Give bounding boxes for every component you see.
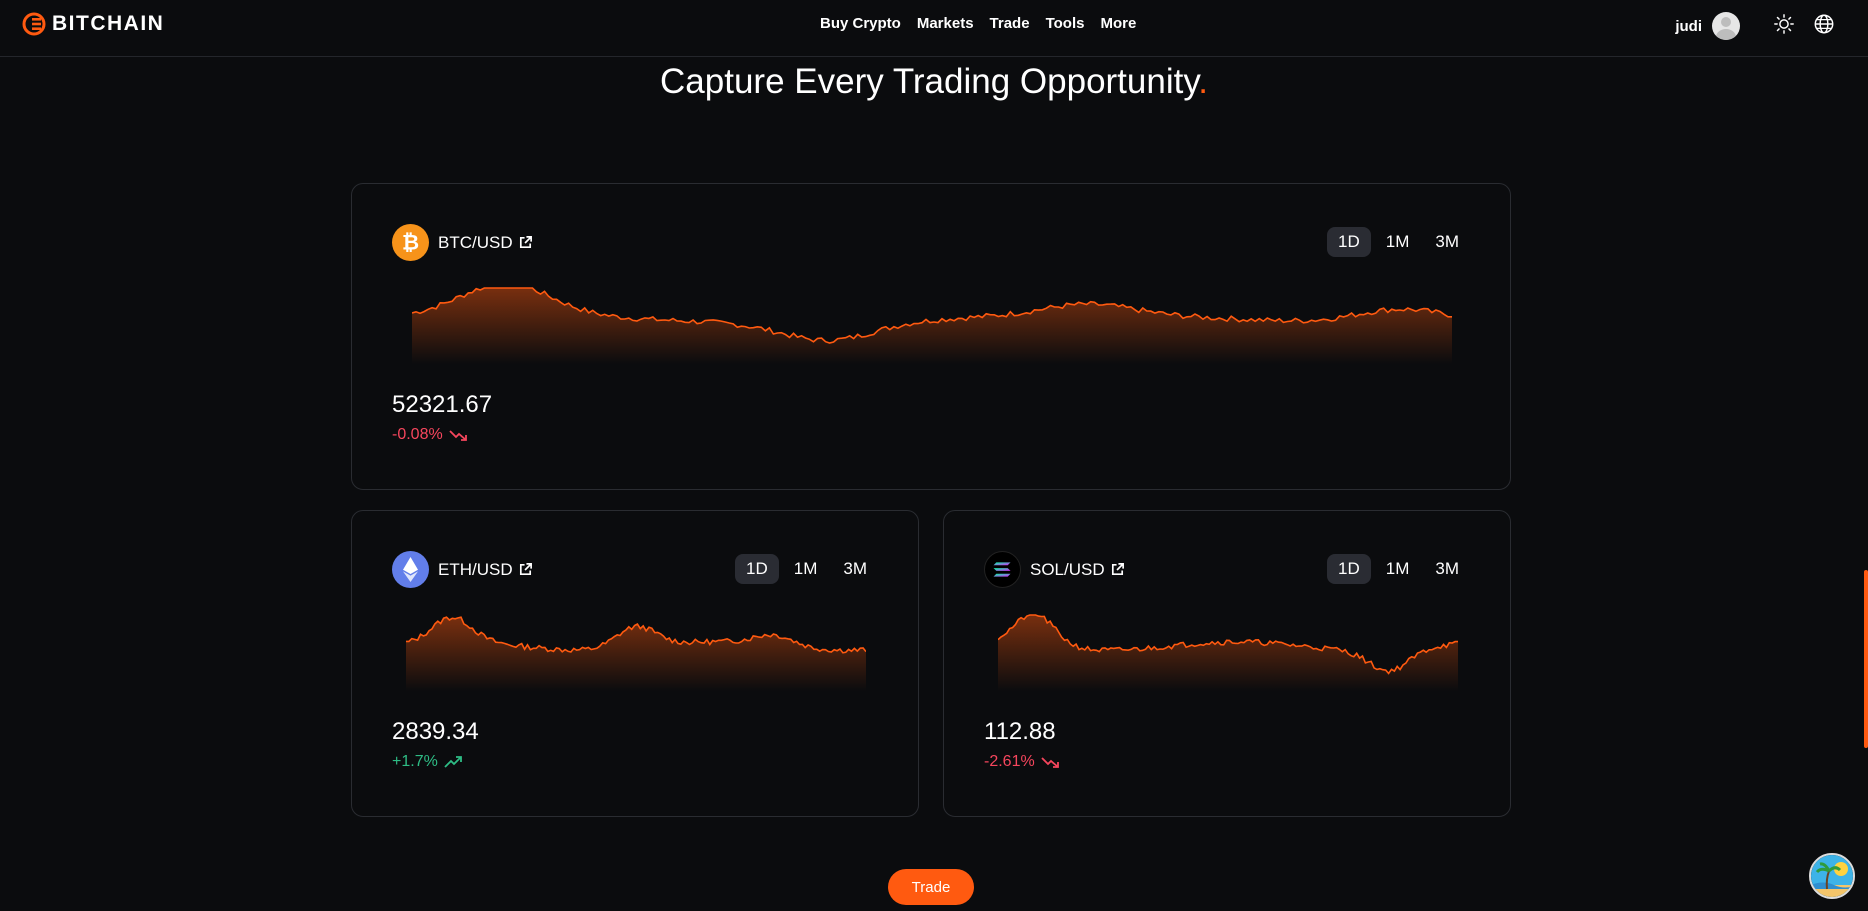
market-change: +1.7% xyxy=(392,753,464,771)
external-link-icon xyxy=(519,563,532,576)
change-value: +1.7% xyxy=(392,753,438,770)
timeframe-1d[interactable]: 1D xyxy=(1327,227,1371,257)
price-sparkline xyxy=(412,287,1452,364)
globe-icon[interactable] xyxy=(1813,13,1835,35)
timeframe-1d[interactable]: 1D xyxy=(1327,554,1371,584)
external-link-icon xyxy=(1111,563,1124,576)
market-header: ₿ BTC/USD xyxy=(392,224,533,261)
solana-icon xyxy=(984,551,1021,588)
page-headline: Capture Every Trading Opportunity. xyxy=(0,62,1868,102)
market-pair-link[interactable]: SOL/USD xyxy=(1030,560,1125,580)
market-price: 112.88 xyxy=(984,718,1056,745)
sparkline-area xyxy=(412,288,1452,364)
timeframe-1m[interactable]: 1M xyxy=(793,559,818,578)
timeframe-1m[interactable]: 1M xyxy=(1385,232,1410,251)
sparkline-area xyxy=(998,615,1458,691)
pair-label: ETH/USD xyxy=(438,559,513,579)
main-nav: Buy Crypto Markets Trade Tools More xyxy=(820,15,1136,32)
trend-down-icon xyxy=(1041,757,1059,768)
top-navigation-bar: BITCHAIN Buy Crypto Markets Trade Tools … xyxy=(0,0,1868,57)
sparkline-line xyxy=(998,614,1458,675)
sparkline-line xyxy=(406,616,866,654)
bitchain-logo-icon xyxy=(22,12,46,36)
nav-trade[interactable]: Trade xyxy=(989,15,1030,32)
sparkline-area xyxy=(406,617,866,691)
bitcoin-icon: ₿ xyxy=(392,224,429,261)
market-header: ETH/USD xyxy=(392,551,533,588)
sparkline-line xyxy=(412,287,1452,344)
market-change: -0.08% xyxy=(392,426,469,444)
nav-more[interactable]: More xyxy=(1100,15,1137,32)
headline-text: Capture Every Trading Opportunity xyxy=(660,62,1199,101)
ethereum-icon xyxy=(392,551,429,588)
brand-logo[interactable]: BITCHAIN xyxy=(22,12,164,36)
market-card-eth: ETH/USD 1D 1M 3M 2839.34 +1.7% xyxy=(351,510,919,817)
change-value: -0.08% xyxy=(392,426,443,443)
timeframe-selector: 1D 1M 3M xyxy=(1327,554,1470,584)
timeframe-3m[interactable]: 3M xyxy=(1435,232,1459,251)
market-card-btc: ₿ BTC/USD 1D 1M 3M 52321.67 -0.08% xyxy=(351,183,1511,490)
timeframe-selector: 1D 1M 3M xyxy=(1327,227,1470,257)
trend-down-icon xyxy=(449,430,467,441)
nav-buy-crypto[interactable]: Buy Crypto xyxy=(820,15,901,32)
market-change: -2.61% xyxy=(984,753,1061,771)
avatar[interactable] xyxy=(1712,12,1740,40)
market-price: 52321.67 xyxy=(392,391,493,418)
price-sparkline xyxy=(406,616,866,691)
external-link-icon xyxy=(519,236,532,249)
svg-text:₿: ₿ xyxy=(402,231,419,255)
trade-button[interactable]: Trade xyxy=(888,869,974,905)
market-pair-link[interactable]: ETH/USD xyxy=(438,560,533,580)
pair-label: BTC/USD xyxy=(438,232,513,252)
nav-markets[interactable]: Markets xyxy=(916,15,974,32)
timeframe-1d[interactable]: 1D xyxy=(735,554,779,584)
timeframe-3m[interactable]: 3M xyxy=(843,559,867,578)
timeframe-3m[interactable]: 3M xyxy=(1435,559,1459,578)
market-header: SOL/USD xyxy=(984,551,1125,588)
timeframe-1m[interactable]: 1M xyxy=(1385,559,1410,578)
nav-tools[interactable]: Tools xyxy=(1045,15,1085,32)
trend-up-icon xyxy=(444,756,462,768)
market-card-sol: SOL/USD 1D 1M 3M 112.88 -2.61% xyxy=(943,510,1511,817)
user-menu[interactable]: judi xyxy=(1675,12,1740,40)
market-pair-link[interactable]: BTC/USD xyxy=(438,233,533,253)
change-value: -2.61% xyxy=(984,753,1035,770)
pair-label: SOL/USD xyxy=(1030,559,1105,579)
sun-icon[interactable] xyxy=(1773,13,1795,35)
brand-name: BITCHAIN xyxy=(52,12,165,35)
headline-accent: . xyxy=(1198,62,1208,101)
timeframe-selector: 1D 1M 3M xyxy=(735,554,878,584)
scrollbar-thumb[interactable] xyxy=(1864,570,1868,748)
floating-assistant-button[interactable] xyxy=(1809,853,1855,899)
beach-icon xyxy=(1811,855,1853,897)
price-sparkline xyxy=(998,614,1458,691)
username: judi xyxy=(1675,17,1702,35)
market-price: 2839.34 xyxy=(392,718,479,745)
